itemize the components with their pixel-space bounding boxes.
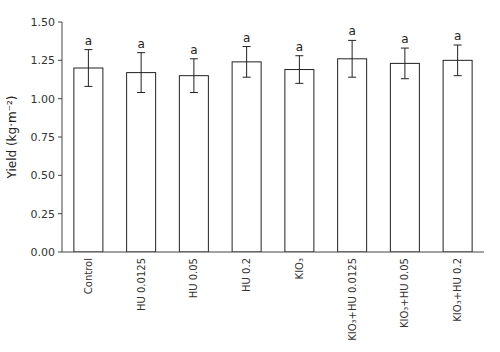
- y-tick-label: 0.25: [31, 208, 56, 221]
- x-tick-label: HU 0.0125: [136, 258, 147, 311]
- y-tick: [58, 213, 62, 214]
- y-tick-label: 1.00: [31, 93, 56, 106]
- error-bar: [454, 45, 462, 76]
- bar: [127, 73, 156, 252]
- error-cap: [137, 92, 145, 93]
- y-tick-label: 0.00: [31, 246, 56, 259]
- x-tick-label: Control: [83, 258, 94, 294]
- annotation: a: [137, 37, 144, 51]
- error-cap: [348, 77, 356, 78]
- x-tick-label: KIO₃+HU 0.2: [452, 258, 463, 322]
- error-cap: [84, 49, 92, 50]
- x-tick-label: KIO₃: [294, 258, 305, 279]
- bar: [74, 68, 103, 252]
- x-tick-label: KIO₃+HU 0.05: [399, 258, 410, 328]
- bar: [443, 60, 472, 252]
- error-line: [352, 40, 353, 77]
- bar: [338, 59, 367, 252]
- y-tick: [58, 60, 62, 61]
- annotation: a: [348, 24, 355, 38]
- y-tick-label: 0.75: [31, 131, 56, 144]
- error-cap: [190, 58, 198, 59]
- error-cap: [454, 75, 462, 76]
- y-tick: [58, 98, 62, 99]
- y-tick: [58, 252, 62, 253]
- error-line: [404, 48, 405, 79]
- error-cap: [454, 45, 462, 46]
- error-cap: [243, 46, 251, 47]
- bar: [285, 70, 314, 252]
- x-tick-label: HU 0.05: [188, 258, 199, 298]
- error-cap: [295, 55, 303, 56]
- error-cap: [137, 52, 145, 53]
- y-tick-label: 0.50: [31, 169, 56, 182]
- error-bar: [190, 59, 198, 93]
- error-bar: [137, 53, 145, 93]
- annotation: a: [243, 31, 250, 45]
- y-tick-label: 1.25: [31, 54, 56, 67]
- annotation: a: [85, 34, 92, 48]
- error-bar: [295, 56, 303, 84]
- error-cap: [348, 40, 356, 41]
- error-bar: [401, 48, 409, 79]
- error-line: [246, 47, 247, 78]
- error-line: [141, 53, 142, 93]
- y-tick: [58, 137, 62, 138]
- annotation: a: [401, 32, 408, 46]
- chart: a a a a a a a a 0.00 0.25 0.50 0.75 1.00 1.25 1.50 Cont…: [0, 0, 500, 352]
- x-tick-label: KIO₃+HU 0.0125: [347, 258, 358, 341]
- error-line: [299, 56, 300, 84]
- error-cap: [243, 77, 251, 78]
- error-line: [193, 59, 194, 93]
- bar: [179, 76, 208, 252]
- bar: [232, 62, 261, 252]
- error-cap: [401, 48, 409, 49]
- error-line: [457, 45, 458, 76]
- bar: [390, 63, 419, 252]
- error-bar: [243, 47, 251, 78]
- annotation: a: [190, 43, 197, 57]
- y-tick-label: 1.50: [31, 16, 56, 29]
- y-tick: [58, 175, 62, 176]
- error-cap: [190, 92, 198, 93]
- error-cap: [84, 86, 92, 87]
- x-axis-line: [62, 252, 484, 253]
- bars: [74, 40, 472, 252]
- error-cap: [295, 83, 303, 84]
- error-cap: [401, 78, 409, 79]
- error-bar: [348, 40, 356, 77]
- y-axis-label: Yield (kg·m⁻²): [5, 96, 19, 180]
- annotation: a: [296, 40, 303, 54]
- error-line: [88, 50, 89, 87]
- annotation: a: [454, 29, 461, 43]
- x-tick-label: HU 0.2: [241, 258, 252, 292]
- error-bar: [84, 50, 92, 87]
- y-tick: [58, 22, 62, 23]
